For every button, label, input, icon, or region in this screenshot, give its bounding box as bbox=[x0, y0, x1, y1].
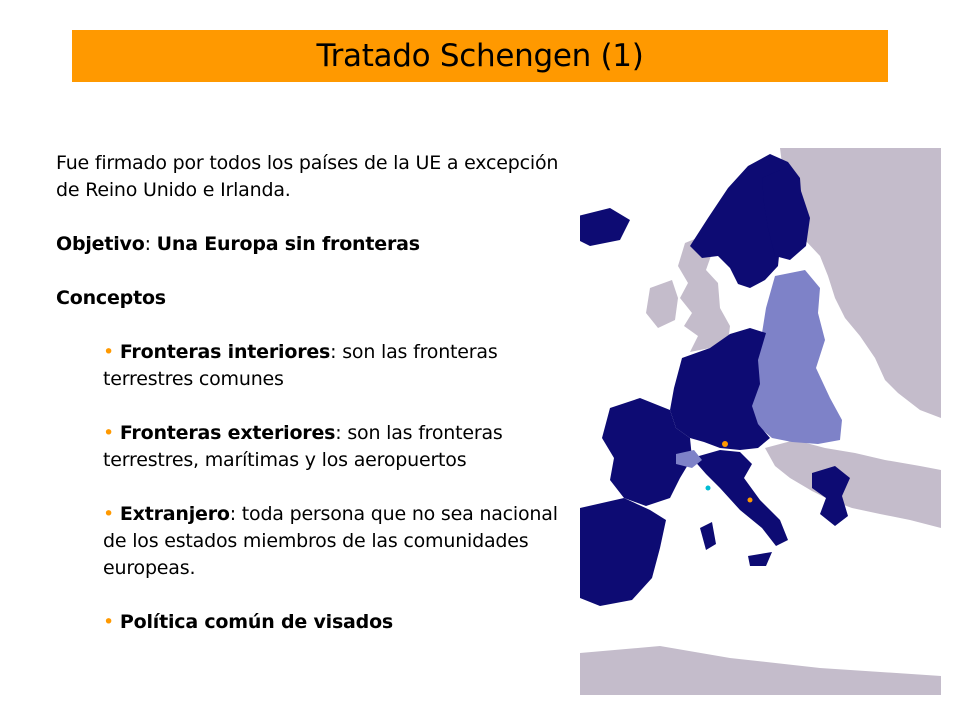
uk-ireland bbox=[678, 236, 730, 352]
bullet-text: son las fronteras terrestres comunes bbox=[103, 341, 498, 390]
objective-separator: : bbox=[144, 233, 157, 255]
bullet-separator: : bbox=[330, 341, 343, 363]
russia-region bbox=[780, 148, 941, 418]
objective-line: Objetivo: Una Europa sin fronteras bbox=[56, 231, 576, 258]
concepts-heading: Conceptos bbox=[56, 285, 576, 312]
bullet-dot: • bbox=[103, 422, 115, 444]
objective-label: Objetivo bbox=[56, 233, 145, 255]
slide-body: Fue firmado por todos los países de la U… bbox=[56, 150, 576, 636]
bullet-text: toda persona que no sea nacional de los … bbox=[103, 503, 558, 579]
balkans-turkey bbox=[765, 440, 941, 528]
italy bbox=[692, 450, 788, 546]
marker-dot bbox=[722, 441, 728, 447]
central-europe bbox=[670, 328, 770, 450]
marker-dot bbox=[705, 485, 711, 491]
bullet-text: son las fronteras terrestres, marítimas … bbox=[103, 422, 503, 471]
finland bbox=[762, 170, 810, 260]
france bbox=[602, 398, 692, 506]
intro-text: Fue firmado por todos los países de la U… bbox=[56, 152, 559, 201]
iceland bbox=[580, 208, 630, 246]
bullet-item: • Extranjero: toda persona que no sea na… bbox=[103, 501, 573, 582]
greece bbox=[812, 466, 850, 526]
europe-schengen-map bbox=[580, 148, 941, 695]
objective-text: Una Europa sin fronteras bbox=[156, 233, 420, 255]
concepts-heading-text: Conceptos bbox=[56, 287, 166, 309]
bullet-item: • Fronteras exteriores: son las frontera… bbox=[103, 420, 573, 474]
north-africa bbox=[580, 646, 941, 695]
switzerland bbox=[676, 450, 702, 468]
bullet-term: Fronteras exteriores bbox=[119, 422, 336, 444]
bullet-separator: : bbox=[229, 503, 242, 525]
map-svg bbox=[580, 148, 941, 695]
title-bar: Tratado Schengen (1) bbox=[72, 30, 888, 82]
slide-title: Tratado Schengen (1) bbox=[316, 38, 644, 74]
iberia bbox=[580, 498, 666, 606]
bullet-item: • Fronteras interiores: son las frontera… bbox=[103, 339, 573, 393]
bullet-term: Fronteras interiores bbox=[119, 341, 331, 363]
bullet-item: • Política común de visados bbox=[103, 609, 573, 636]
ireland bbox=[646, 280, 678, 328]
bullet-term: Política común de visados bbox=[119, 611, 394, 633]
eastern-eu bbox=[750, 270, 842, 444]
bullet-term: Extranjero bbox=[119, 503, 230, 525]
bullet-dot: • bbox=[103, 503, 115, 525]
sicily-sardinia bbox=[700, 522, 772, 566]
bullet-dot: • bbox=[103, 341, 115, 363]
bullet-dot: • bbox=[103, 611, 115, 633]
marker-dot bbox=[747, 497, 753, 503]
bullet-separator: : bbox=[335, 422, 348, 444]
